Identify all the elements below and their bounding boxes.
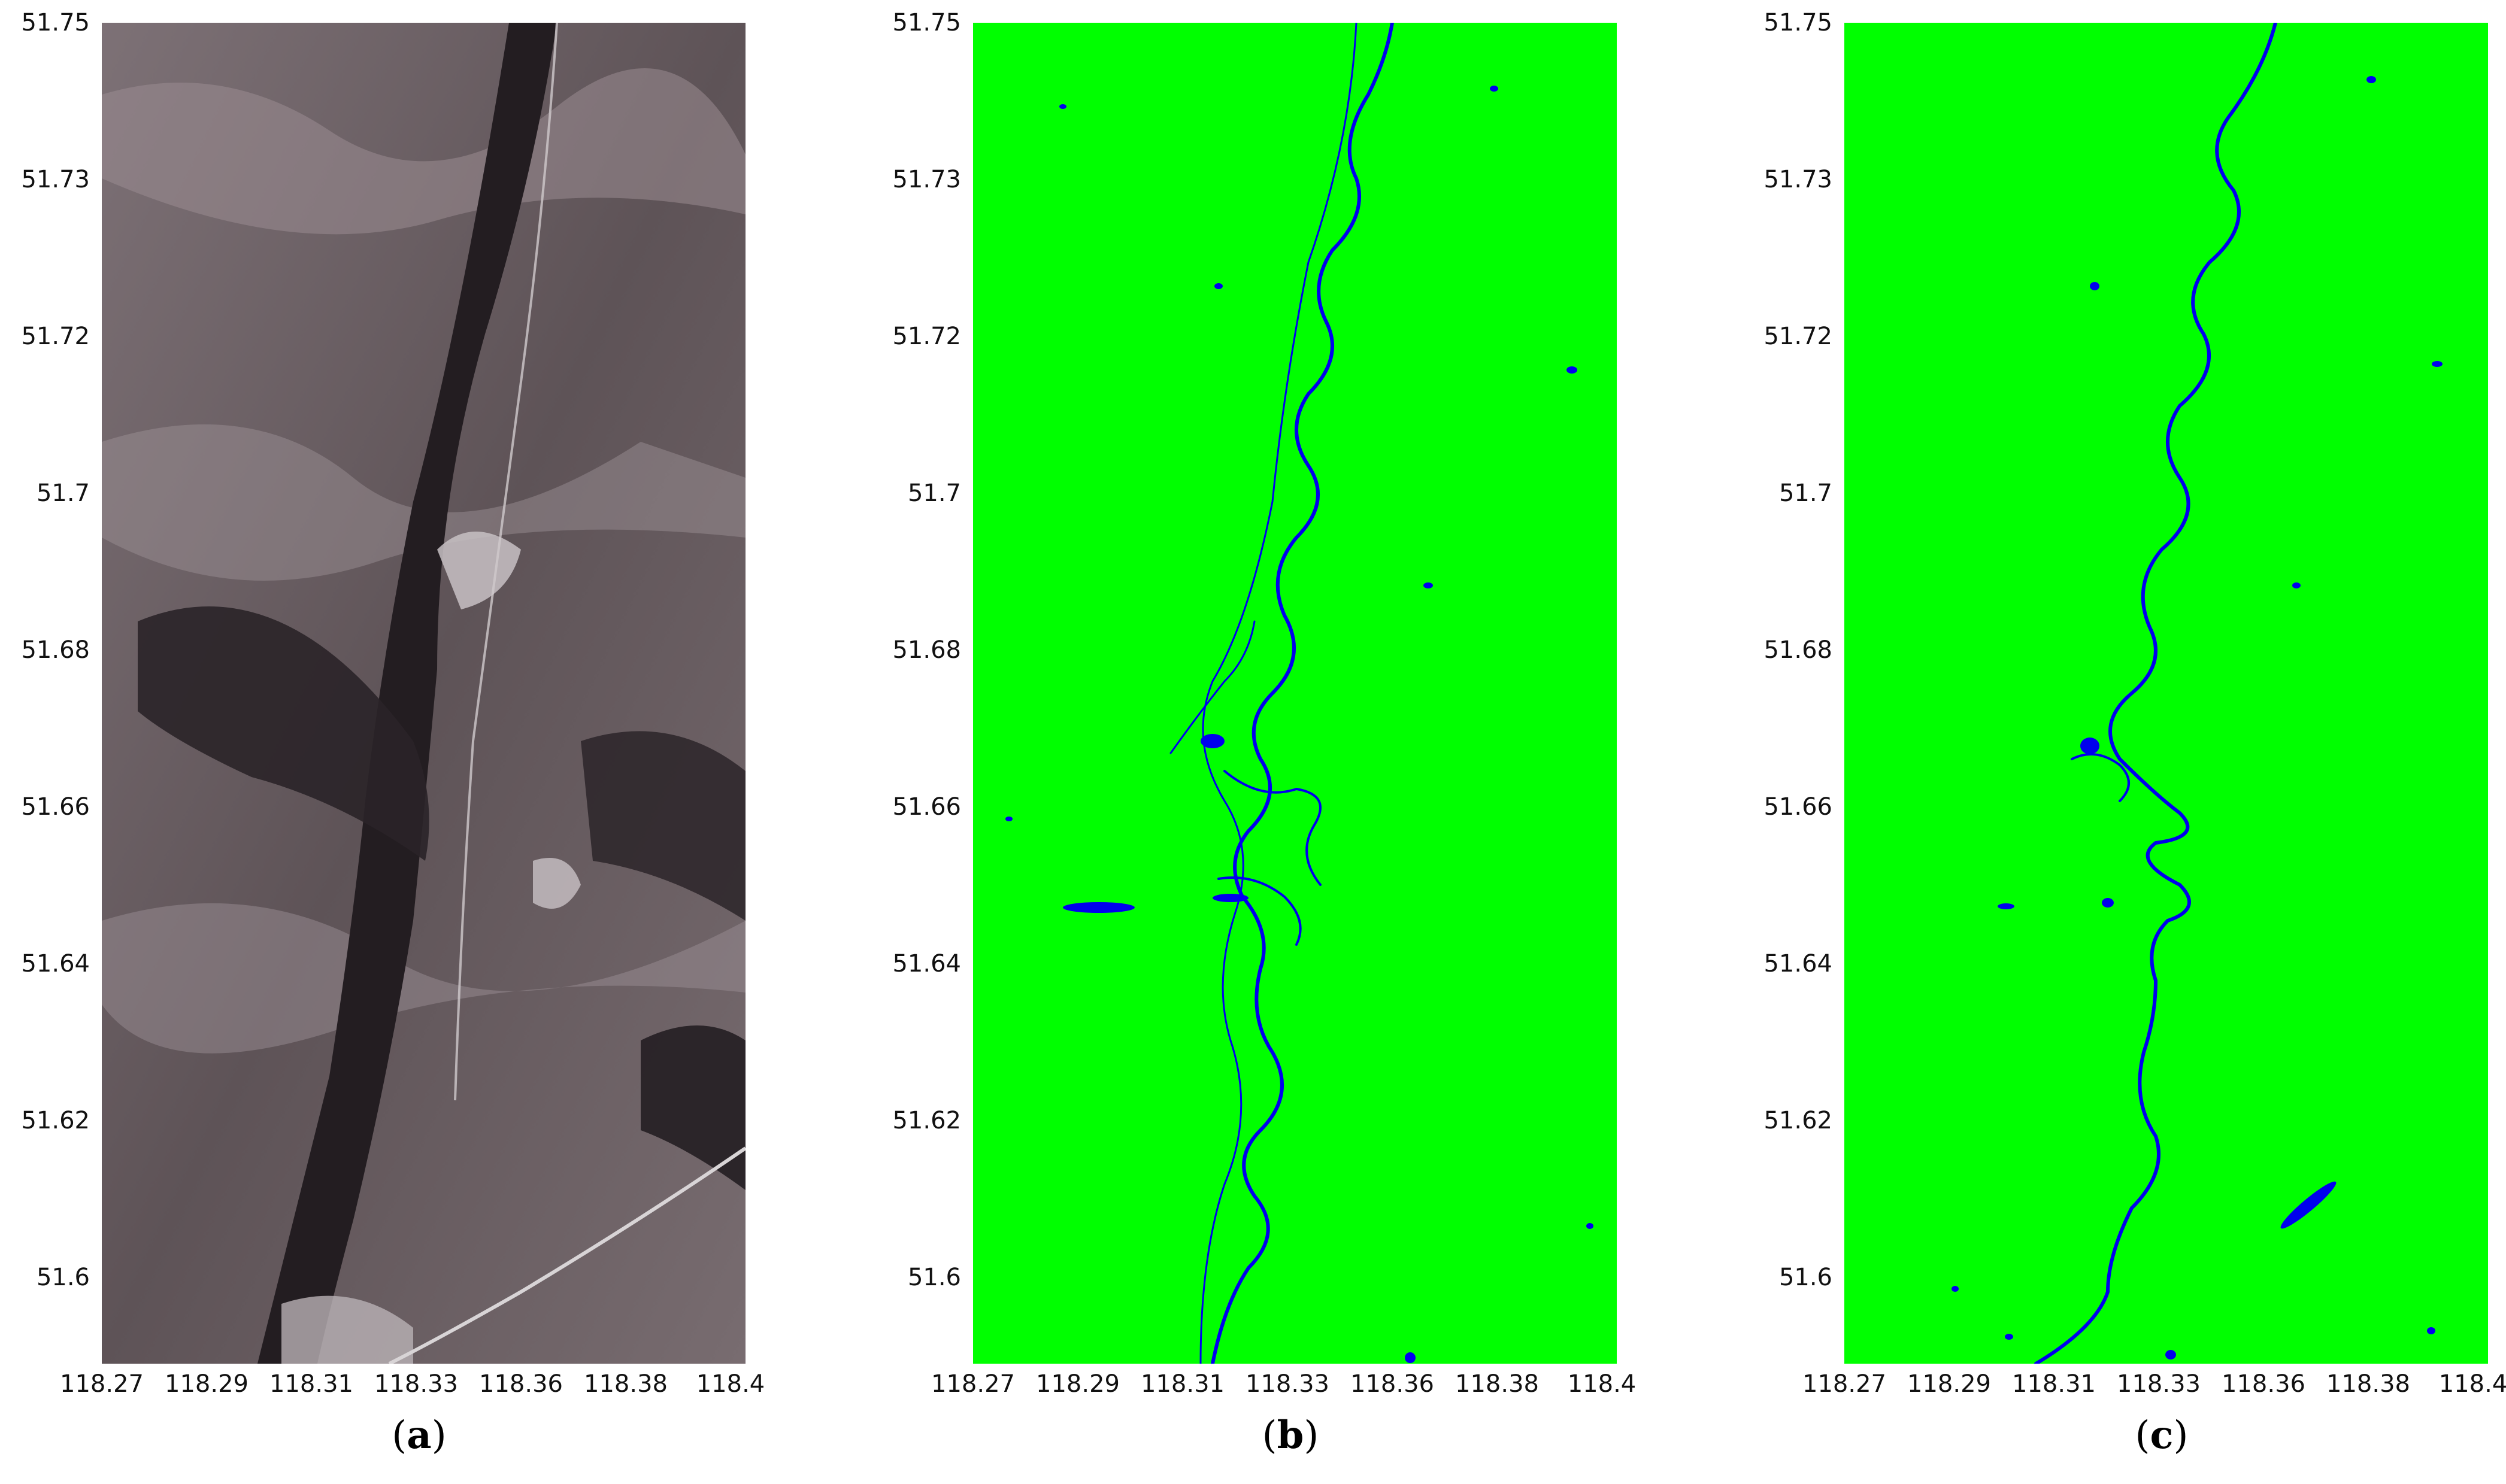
- y-tick-label: 51.68: [1763, 636, 1832, 664]
- lake-patch: [1998, 903, 2014, 909]
- y-tick-label: 51.6: [907, 1264, 961, 1291]
- y-tick-label: 51.73: [892, 166, 961, 193]
- lake-patch: [1201, 734, 1225, 748]
- lake-patch: [2102, 898, 2114, 908]
- x-tick-label: 118.33: [2117, 1370, 2201, 1398]
- y-tick-label: 51.66: [892, 793, 961, 821]
- y-tick-label: 51.75: [1763, 9, 1832, 37]
- lake-patch: [2090, 282, 2099, 290]
- lake-patch: [1213, 894, 1249, 902]
- panel-caption: (b): [1262, 1413, 1319, 1458]
- x-tick-label: 118.36: [1350, 1370, 1434, 1398]
- x-tick-label: 118.33: [1246, 1370, 1329, 1398]
- y-tick-label: 51.75: [892, 9, 961, 37]
- y-tick-label: 51.64: [21, 950, 90, 978]
- river-oxbow: [1217, 876, 1302, 946]
- x-tick-label: 118.4: [2438, 1370, 2506, 1398]
- x-tick-label: 118.31: [1141, 1370, 1225, 1398]
- river-oxbow: [1223, 770, 1322, 886]
- lake-patch: [2080, 738, 2099, 754]
- lake-patch: [2165, 1350, 2176, 1359]
- river-channel: [2034, 23, 2277, 1364]
- y-tick-label: 51.72: [1763, 323, 1832, 350]
- lake-patch: [1586, 1223, 1593, 1229]
- y-tick-label: 51.62: [892, 1107, 961, 1134]
- x-tick-label: 118.29: [1907, 1370, 1991, 1398]
- lake-patch: [2292, 582, 2301, 588]
- lake-patch: [1405, 1352, 1416, 1363]
- y-tick-label: 51.68: [21, 636, 90, 664]
- y-tick-label: 51.7: [36, 480, 90, 507]
- river-side-channel: [1169, 620, 1256, 754]
- y-tick-label: 51.75: [21, 9, 90, 37]
- river-channel: [1211, 23, 1394, 1364]
- y-tick-label: 51.7: [1778, 480, 1832, 507]
- lake-patch: [1005, 817, 1013, 821]
- satellite-image: [102, 23, 746, 1364]
- y-tick-label: 51.66: [21, 793, 90, 821]
- x-tick-label: 118.33: [374, 1370, 458, 1398]
- lake-patch: [1214, 283, 1223, 289]
- x-tick-label: 118.31: [269, 1370, 353, 1398]
- lake-patch: [1566, 366, 1577, 374]
- lake-patch: [1423, 582, 1433, 588]
- lake-patch: [2432, 361, 2443, 367]
- x-tick-label: 118.27: [931, 1370, 1015, 1398]
- panel-c: 51.75 51.73 51.72 51.7 51.68 51.66 51.64…: [1743, 0, 2506, 1484]
- y-tick-label: 51.66: [1763, 793, 1832, 821]
- y-tick-label: 51.72: [892, 323, 961, 350]
- x-tick-label: 118.29: [1036, 1370, 1120, 1398]
- lake-patch: [1063, 902, 1135, 913]
- panel-a: 51.75 51.73 51.72 51.7 51.68 51.66 51.64…: [0, 0, 778, 1484]
- panel-caption: (a): [392, 1413, 447, 1458]
- lake-patch: [2005, 1334, 2013, 1340]
- y-tick-label: 51.64: [1763, 950, 1832, 978]
- lake-patch: [1490, 86, 1498, 92]
- water-map: [973, 23, 1617, 1364]
- x-tick-label: 118.4: [696, 1370, 765, 1398]
- y-tick-label: 51.6: [1778, 1264, 1832, 1291]
- y-tick-label: 51.73: [1763, 166, 1832, 193]
- lake-patch: [2366, 76, 2376, 83]
- lake-patch: [1952, 1286, 1959, 1292]
- y-tick-label: 51.64: [892, 950, 961, 978]
- x-tick-label: 118.31: [2012, 1370, 2096, 1398]
- x-tick-label: 118.36: [479, 1370, 563, 1398]
- y-tick-label: 51.72: [21, 323, 90, 350]
- y-tick-label: 51.73: [21, 166, 90, 193]
- x-tick-label: 118.29: [165, 1370, 249, 1398]
- y-tick-label: 51.62: [21, 1107, 90, 1134]
- panel-b: 51.75 51.73 51.72 51.7 51.68 51.66 51.64…: [871, 0, 1650, 1484]
- river-oxbow: [2071, 753, 2130, 802]
- x-tick-label: 118.36: [2222, 1370, 2305, 1398]
- y-tick-label: 51.7: [907, 480, 961, 507]
- x-tick-label: 118.38: [2326, 1370, 2410, 1398]
- x-tick-label: 118.38: [1455, 1370, 1539, 1398]
- river-side-channel: [1199, 23, 1357, 1364]
- x-tick-label: 118.4: [1567, 1370, 1637, 1398]
- y-tick-label: 51.6: [36, 1264, 90, 1291]
- panel-caption: (c): [2135, 1413, 2189, 1458]
- lake-patch: [1059, 104, 1066, 109]
- lake-patch: [2427, 1327, 2435, 1334]
- lake-patch: [2280, 1181, 2337, 1229]
- x-tick-label: 118.27: [1802, 1370, 1886, 1398]
- y-tick-label: 51.62: [1763, 1107, 1832, 1134]
- x-tick-label: 118.38: [584, 1370, 668, 1398]
- water-map: [1844, 23, 2488, 1364]
- y-tick-label: 51.68: [892, 636, 961, 664]
- x-tick-label: 118.27: [60, 1370, 144, 1398]
